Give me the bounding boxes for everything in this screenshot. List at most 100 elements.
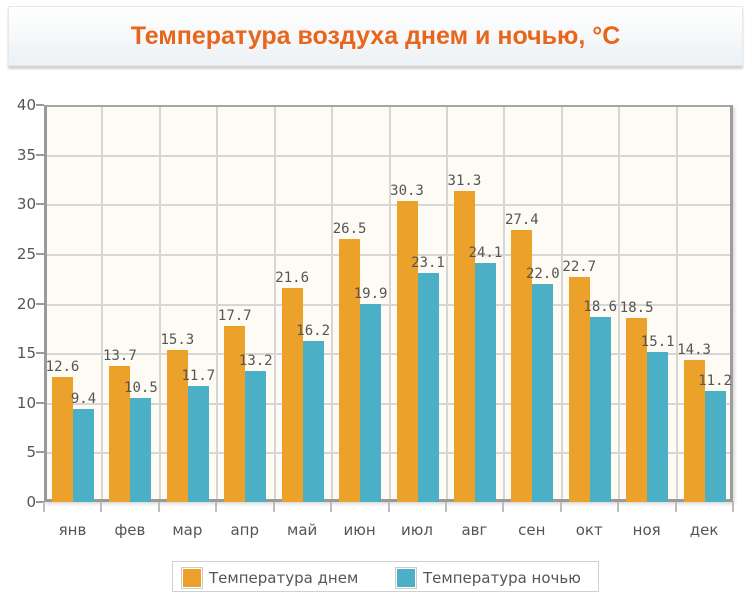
- bar-night: [245, 370, 267, 502]
- value-label-day: 22.7: [562, 258, 597, 275]
- value-label-night: 11.7: [181, 367, 216, 384]
- bar-night: [187, 385, 209, 502]
- bar-night: [360, 304, 382, 502]
- grid-line-v: [273, 107, 276, 499]
- bar-day: [396, 201, 418, 502]
- x-tick-mark: [100, 502, 103, 512]
- value-label-day: 31.3: [447, 173, 482, 190]
- y-tick-mark: [36, 352, 44, 355]
- x-tick-mark: [732, 502, 734, 512]
- value-label-night: 19.9: [353, 286, 388, 303]
- value-label-night: 22.0: [525, 265, 560, 282]
- x-tick-label: окт: [575, 521, 603, 539]
- grid-line-v: [618, 107, 621, 499]
- chart-title-box: Температура воздуха днем и ночью, °C: [8, 6, 743, 66]
- value-label-day: 13.7: [103, 348, 137, 365]
- bar-day: [626, 318, 648, 502]
- legend: Температура днем Температура ночью: [172, 561, 599, 592]
- value-label-night: 18.6: [583, 299, 618, 316]
- y-tick-mark: [36, 401, 44, 404]
- x-tick-mark: [617, 502, 620, 512]
- bar-day: [281, 287, 303, 502]
- value-label-day: 26.5: [332, 220, 367, 237]
- value-label-day: 14.3: [677, 342, 711, 359]
- bar-night: [647, 352, 669, 502]
- x-tick-mark: [215, 502, 218, 512]
- x-tick-mark: [330, 502, 333, 512]
- plot-area: [44, 105, 733, 502]
- bar-night: [474, 262, 496, 502]
- bar-night: [532, 283, 554, 502]
- value-label-night: 9.4: [70, 390, 97, 407]
- bar-night: [417, 272, 439, 502]
- bar-day: [683, 360, 705, 502]
- x-tick-mark: [43, 502, 45, 512]
- grid-line-v: [503, 107, 506, 499]
- x-tick-mark: [272, 502, 275, 512]
- value-label-day: 30.3: [390, 183, 424, 200]
- x-tick-mark: [674, 502, 677, 512]
- x-tick-label: май: [287, 521, 318, 539]
- value-label-night: 15.1: [640, 334, 675, 351]
- value-label-night: 23.1: [411, 254, 445, 271]
- bar-night: [130, 397, 152, 502]
- y-tick-mark: [36, 203, 44, 206]
- value-label-day: 15.3: [160, 332, 195, 349]
- grid-line-v: [216, 107, 219, 499]
- y-tick-mark: [36, 252, 44, 255]
- y-tick-label: 20: [16, 294, 36, 313]
- bar-night: [589, 317, 611, 502]
- x-tick-label: июн: [343, 521, 376, 539]
- bar-night: [302, 341, 324, 502]
- legend-swatch-night: [395, 567, 417, 589]
- x-tick-label: дек: [689, 521, 719, 539]
- grid-line-v: [675, 107, 678, 499]
- value-label-day: 17.7: [217, 308, 252, 325]
- value-label-day: 12.6: [45, 358, 80, 375]
- x-tick-label: ноя: [632, 521, 661, 539]
- legend-swatch-day: [181, 567, 203, 589]
- y-tick-label: 0: [26, 493, 36, 511]
- legend-label-night: Температура ночью: [423, 569, 581, 587]
- x-tick-label: апр: [230, 521, 260, 539]
- x-tick-mark: [559, 502, 562, 512]
- x-tick-mark: [157, 502, 160, 512]
- x-tick-label: мар: [172, 521, 203, 539]
- y-tick-label: 5: [26, 443, 36, 462]
- y-tick-label: 25: [16, 244, 36, 263]
- value-label-night: 13.2: [238, 352, 273, 369]
- bar-day: [453, 191, 475, 502]
- value-label-night: 16.2: [296, 323, 331, 340]
- y-tick-label: 30: [16, 195, 36, 214]
- bar-day: [166, 350, 188, 502]
- bar-day: [339, 238, 361, 502]
- bar-day: [568, 276, 590, 502]
- bar-day: [52, 376, 73, 502]
- x-tick-label: июл: [401, 521, 433, 539]
- legend-item-day[interactable]: Температура днем: [181, 567, 358, 589]
- y-tick-mark: [36, 501, 44, 503]
- value-label-day: 18.5: [619, 300, 654, 317]
- value-label-day: 27.4: [504, 212, 539, 229]
- y-tick-label: 10: [16, 393, 36, 412]
- x-tick-label: янв: [58, 521, 87, 539]
- grid-line-v: [158, 107, 161, 499]
- x-tick-label: фев: [114, 521, 146, 539]
- value-label-day: 21.6: [275, 269, 310, 286]
- value-label-night: 11.2: [698, 372, 732, 389]
- grid-line-v: [445, 107, 448, 499]
- legend-label-day: Температура днем: [209, 569, 359, 587]
- bar-day: [511, 230, 533, 502]
- legend-item-night[interactable]: Температура ночью: [395, 567, 581, 589]
- bar-night: [704, 390, 726, 502]
- x-tick-mark: [502, 502, 505, 512]
- grid-line-v: [101, 107, 104, 499]
- x-tick-mark: [387, 502, 390, 512]
- y-tick-label: 40: [16, 96, 36, 114]
- bar-night: [73, 408, 94, 502]
- x-tick-label: сен: [518, 521, 546, 539]
- y-tick-mark: [36, 302, 44, 305]
- grid-line-v: [560, 107, 563, 499]
- value-label-night: 24.1: [468, 244, 503, 261]
- x-tick-mark: [444, 502, 447, 512]
